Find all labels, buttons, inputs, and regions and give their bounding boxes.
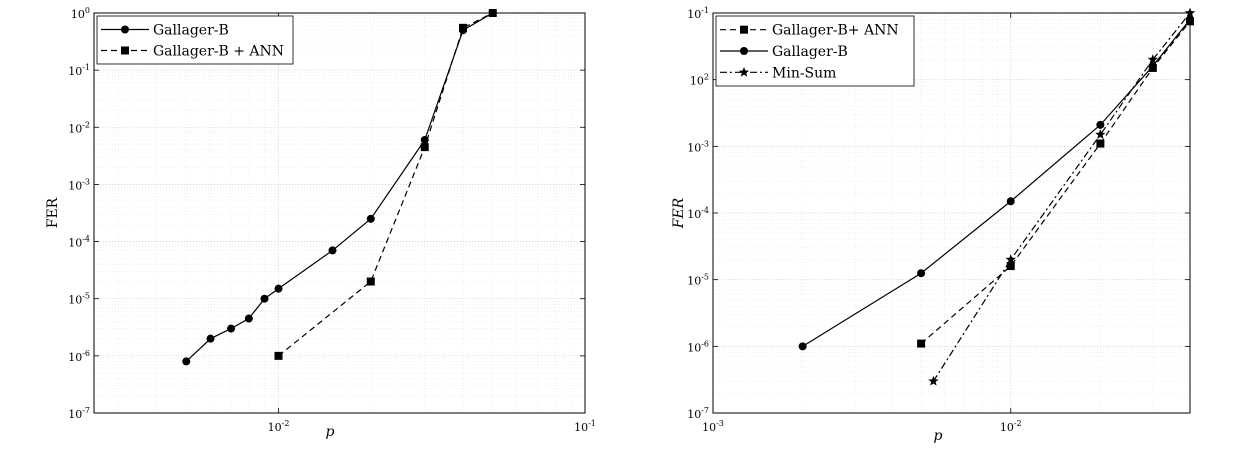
x-tick-label: 10-2: [268, 419, 290, 434]
data-point: [928, 375, 939, 386]
y-tick-label: 10-6: [68, 349, 90, 364]
legend-swatch-marker: [740, 47, 748, 55]
y-tick-label: 10-7: [68, 406, 90, 421]
x-tick-label: 10-2: [1000, 419, 1022, 434]
legend-label: Gallager-B: [772, 44, 848, 60]
y-tick-label: 102: [690, 73, 709, 88]
y-tick-label: 10-3: [687, 139, 709, 154]
data-point: [1006, 262, 1015, 271]
data-point: [1147, 54, 1159, 65]
legend-swatch-marker: [121, 46, 129, 55]
data-point: [1184, 7, 1196, 18]
data-point: [420, 143, 429, 152]
legend-box: [96, 15, 294, 65]
data-point: [488, 9, 497, 17]
series-line: [932, 12, 1191, 382]
x-tick-label: 10-3: [702, 419, 724, 434]
data-point: [260, 294, 269, 303]
y-tick-label: 100: [71, 6, 90, 21]
grid: [94, 12, 586, 414]
data-point: [1148, 62, 1157, 71]
legend-label: Gallager-B + ANN: [153, 44, 284, 60]
data-point: [1005, 254, 1016, 265]
data-point: [328, 246, 337, 255]
x-axis-label: p: [326, 424, 335, 440]
series-1: [798, 15, 1194, 351]
y-tick-label: 10-4: [687, 206, 709, 221]
y-tick-label: 10-1: [68, 63, 90, 78]
legend-swatch-marker: [738, 66, 750, 77]
y-tick-label: 10-2: [68, 120, 90, 135]
data-point: [274, 284, 283, 293]
data-point: [1006, 197, 1015, 206]
data-point: [244, 314, 253, 323]
legend-box: [715, 15, 915, 87]
y-tick-label: 10-5: [687, 273, 709, 288]
data-point: [1096, 120, 1105, 129]
y-tick-label: 10-3: [68, 177, 90, 192]
data-point: [1186, 15, 1194, 24]
data-point: [798, 342, 807, 351]
y-axis-label: FER: [45, 197, 61, 228]
plot-frame: [93, 12, 586, 414]
data-point: [1095, 129, 1106, 140]
right-chart: 10-3 10-2 10-1 102 10-3 10-4 10-5 10-6 10-7 p FER G…: [671, 6, 1196, 444]
series-line: [802, 19, 1191, 347]
data-point: [274, 351, 283, 360]
legend: Gallager-B Gallager-B + ANN: [96, 15, 294, 65]
y-tick-label: 10-7: [687, 406, 709, 421]
data-point: [459, 23, 468, 32]
x-tick-label: 10-1: [574, 419, 596, 434]
y-tick-label: 10-5: [68, 292, 90, 307]
legend-swatch-marker: [740, 25, 748, 34]
data-point: [182, 357, 191, 366]
data-point: [366, 277, 375, 286]
y-tick-label: 10-6: [687, 339, 709, 354]
ticks: [712, 12, 1190, 414]
data-point: [206, 334, 215, 343]
legend-label: Gallager-B: [153, 23, 229, 39]
legend: Gallager-B+ ANN Gallager-B Min-Sum: [715, 15, 915, 87]
y-tick-label: 10-1: [687, 6, 709, 21]
left-chart: 10-2 10-1 100 10-1 10-2 10-3 10-4 10-5 10-6 10-7 p…: [45, 6, 596, 440]
y-axis-label: FER: [671, 197, 687, 229]
series-2: [928, 7, 1196, 386]
legend-label: Min-Sum: [772, 65, 836, 81]
legend-label: Gallager-B+ ANN: [772, 23, 899, 39]
legend-swatch-marker: [121, 25, 129, 34]
ticks: [94, 12, 586, 414]
data-point: [1096, 139, 1105, 148]
y-tick-label: 10-4: [68, 235, 90, 250]
data-point: [366, 214, 375, 223]
data-point: [917, 269, 926, 278]
data-point: [917, 339, 926, 348]
data-point: [227, 324, 236, 333]
series-1: [274, 9, 497, 360]
x-axis-label: p: [934, 428, 943, 444]
data-point: [420, 135, 429, 144]
